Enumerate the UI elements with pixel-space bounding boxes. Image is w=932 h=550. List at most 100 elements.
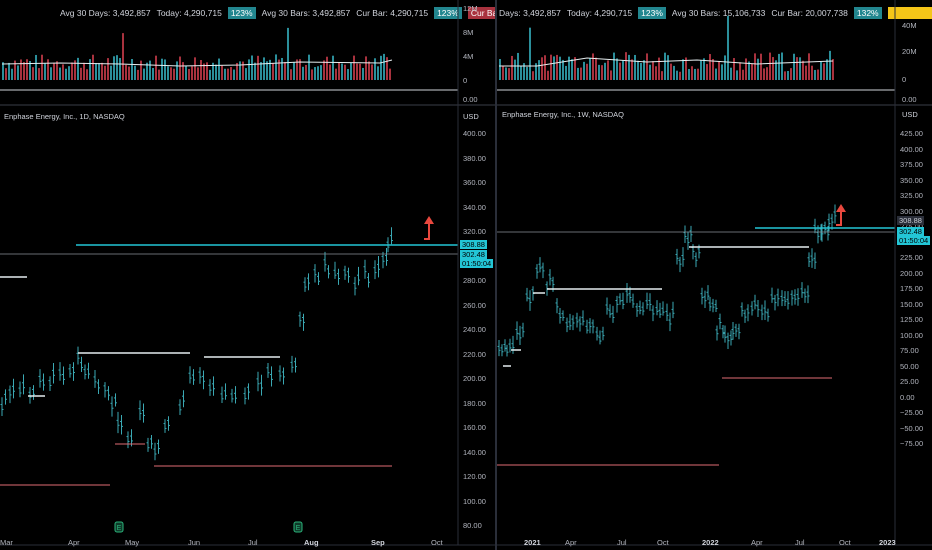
price-axis-label: 380.00: [463, 153, 486, 163]
price-axis-label: 25.00: [900, 377, 919, 386]
volume-bar: [32, 67, 34, 80]
right-chart-canvas[interactable]: [497, 0, 932, 550]
volume-bar: [215, 64, 217, 80]
price-axis-label: 340.00: [463, 202, 486, 212]
volume-bar: [200, 60, 202, 80]
volume-bar: [80, 67, 82, 80]
price-axis-label: 175.00: [900, 284, 923, 293]
volume-bar: [140, 60, 142, 80]
volume-bar: [92, 54, 94, 80]
volume-bar: [377, 66, 379, 80]
volume-bar: [386, 57, 388, 80]
volume-bar: [658, 57, 660, 80]
volume-bar: [260, 62, 262, 80]
volume-bar: [299, 59, 301, 80]
vol-axis-label: 0: [463, 76, 468, 85]
volume-bar: [688, 69, 690, 80]
volume-bar: [703, 58, 705, 80]
volume-bar: [799, 57, 801, 80]
volume-bar: [323, 60, 325, 80]
price-axis-label: 160.00: [463, 423, 486, 432]
volume-bar: [311, 69, 313, 80]
volume-bar: [562, 59, 564, 80]
volume-bar: [191, 66, 193, 80]
volume-bar: [383, 53, 385, 80]
volume-bar: [74, 60, 76, 80]
volume-bar: [353, 55, 355, 80]
volume-bar: [730, 67, 732, 80]
volume-bar: [161, 58, 163, 80]
volume-bar: [23, 62, 25, 80]
avg-30-days: Days: 3,492,857: [499, 8, 561, 18]
volume-bar: [526, 66, 528, 80]
volume-bar: [329, 64, 331, 80]
price-axis-label: 425.00: [900, 129, 923, 138]
volume-bar: [380, 55, 382, 80]
price-axis-label: 400.00: [463, 129, 486, 138]
volume-bar: [20, 59, 22, 80]
volume-bar: [275, 54, 277, 80]
price-axis-label: 75.00: [900, 346, 919, 355]
volume-bar: [272, 62, 274, 80]
volume-bar: [757, 58, 759, 80]
pane-divider[interactable]: [495, 0, 497, 550]
volume-bar: [137, 69, 139, 80]
volume-bar: [317, 66, 319, 80]
cur-bar-volume: Cur Bar: 20,007,738: [771, 8, 848, 18]
volume-bar: [763, 68, 765, 80]
volume-ma-line: [1, 59, 393, 67]
vol-axis-label: 8M: [463, 28, 474, 37]
volume-bar: [574, 57, 576, 80]
volume-bar: [625, 52, 627, 80]
price-axis-label: 360.00: [463, 178, 486, 187]
volume-bar: [113, 56, 115, 80]
price-tag-last: 308.88: [460, 240, 487, 249]
volume-bar: [53, 62, 55, 80]
volume-bar: [359, 63, 361, 80]
volume-bar: [589, 58, 591, 80]
volume-bar: [188, 68, 190, 80]
volume-bar: [110, 65, 112, 80]
volume-bar: [8, 62, 10, 80]
volume-bar: [281, 57, 283, 80]
volume-bar: [700, 60, 702, 80]
volume-bar: [35, 54, 37, 80]
volume-bar: [293, 62, 295, 80]
volume-bar: [652, 61, 654, 80]
volume-bar: [305, 64, 307, 80]
volume-bar: [227, 68, 229, 80]
volume-bar: [59, 67, 61, 80]
volume-bar: [538, 60, 540, 80]
volume-bar: [248, 59, 250, 80]
volume-bar: [592, 53, 594, 80]
cur-pct-badge: 132%: [853, 7, 882, 19]
volume-bar: [62, 64, 64, 80]
volume-bar: [781, 52, 783, 80]
left-chart-pane[interactable]: Avg 30 Days: 3,492,857 Today: 4,290,715 …: [0, 0, 496, 550]
volume-bar: [320, 65, 322, 80]
time-axis-label: Oct: [431, 538, 443, 547]
time-axis-label: Jul: [248, 538, 258, 547]
volume-bar: [556, 54, 558, 80]
right-chart-pane[interactable]: Days: 3,492,857 Today: 4,290,715 123% Av…: [497, 0, 932, 550]
price-axis-label: −25.00: [900, 408, 924, 417]
vol-axis-label: 4M: [463, 52, 474, 61]
volume-bar: [344, 64, 346, 80]
volume-bar: [221, 65, 223, 80]
volume-bar: [254, 62, 256, 80]
time-axis-label: May: [125, 538, 140, 547]
avg-30-days: Avg 30 Days: 3,492,857: [60, 8, 151, 18]
volume-bar: [362, 67, 364, 80]
right-symbol-title: Enphase Energy, Inc., 1W, NASDAQ: [502, 110, 624, 119]
volume-bar: [182, 62, 184, 80]
volume-bar: [550, 54, 552, 80]
volume-bar: [808, 53, 810, 80]
volume-bar: [793, 53, 795, 80]
volume-bar: [787, 70, 789, 80]
volume-bar: [131, 59, 133, 80]
volume-bar: [775, 60, 777, 80]
time-axis-label: Jul: [795, 538, 805, 547]
volume-bar: [122, 33, 124, 80]
volume-bar: [511, 55, 513, 80]
